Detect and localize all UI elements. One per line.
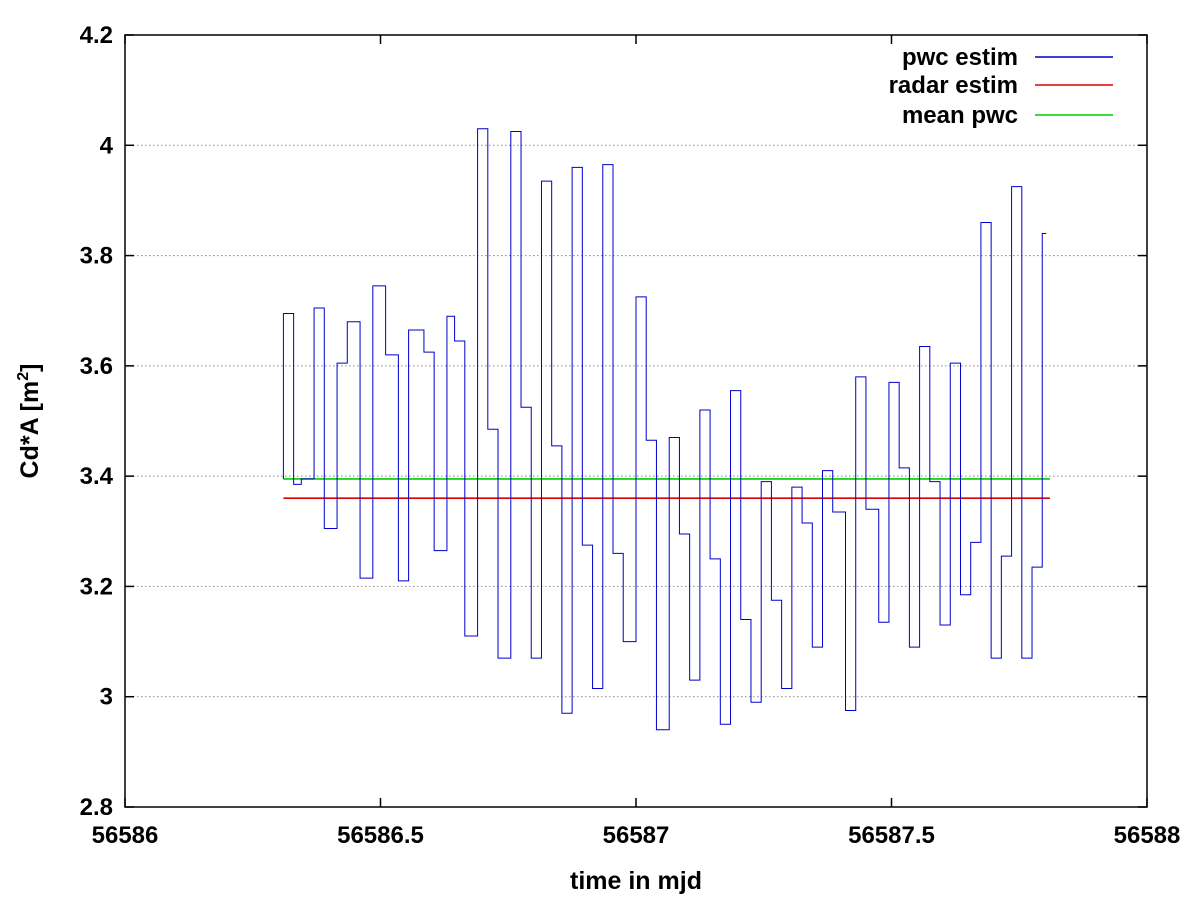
y-tick-label: 3 (100, 684, 113, 711)
axis-tick-labels: 2.8 3 3.2 3.4 3.6 3.8 4 4.2 56586 56586.5 56587 565… (80, 22, 1181, 849)
y-axis-title: Cd*A [m2] (15, 364, 44, 479)
y-axis-title-superscript: 2 (15, 372, 32, 381)
y-tick-label: 3.6 (80, 353, 113, 380)
series-line-pwc-estim (282, 128, 1047, 731)
series-lines (282, 128, 1050, 731)
legend-label: radar estim (889, 72, 1018, 99)
y-axis-title-close: ] (16, 364, 44, 372)
legend-label: pwc estim (902, 44, 1018, 71)
y-axis-title-main: Cd*A [m (16, 381, 44, 479)
y-tick-label: 3.8 (80, 243, 113, 270)
x-tick-label: 56587.5 (848, 822, 935, 849)
x-tick-label: 56586 (92, 822, 159, 849)
legend-label: mean pwc (902, 102, 1018, 129)
y-tick-label: 4.2 (80, 22, 113, 49)
x-tick-label: 56588 (1114, 822, 1181, 849)
y-tick-label: 2.8 (80, 794, 113, 821)
y-tick-label: 3.4 (80, 463, 114, 490)
y-tick-label: 4 (100, 132, 114, 159)
axis-ticks (124, 34, 1148, 808)
x-tick-label: 56587 (603, 822, 670, 849)
x-tick-label: 56586.5 (337, 822, 424, 849)
y-tick-label: 3.2 (80, 573, 113, 600)
x-axis-title: time in mjd (570, 867, 702, 895)
